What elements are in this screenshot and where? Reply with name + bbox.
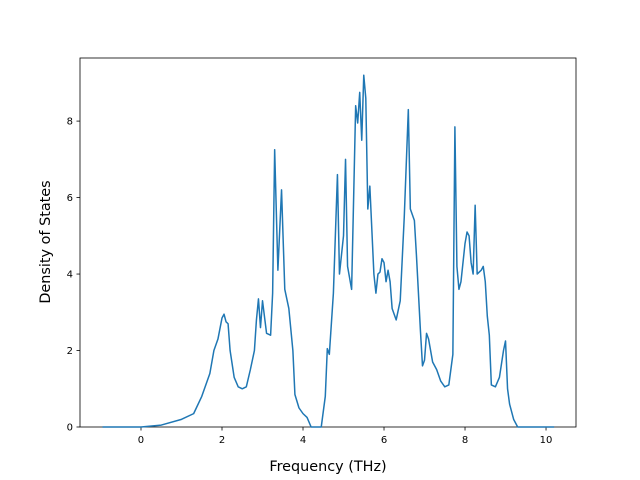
x-tick-label: 0 — [138, 435, 144, 446]
x-tick-label: 6 — [381, 435, 387, 446]
x-tick-label: 2 — [219, 435, 225, 446]
x-tick-label: 4 — [300, 435, 306, 446]
line — [102, 74, 555, 428]
y-tick-label: 4 — [67, 270, 73, 281]
y-axis-label: Density of States — [38, 180, 54, 303]
y-tick-label: 6 — [67, 193, 73, 204]
x-tick-label: 8 — [462, 435, 468, 446]
x-tick-label: 10 — [540, 435, 553, 446]
x-axis-label: Frequency (THz) — [269, 459, 386, 475]
y-tick-label: 8 — [67, 117, 73, 128]
plot-frame — [79, 57, 577, 428]
y-tick-label: 0 — [67, 423, 73, 434]
y-tick-label: 2 — [67, 346, 73, 357]
